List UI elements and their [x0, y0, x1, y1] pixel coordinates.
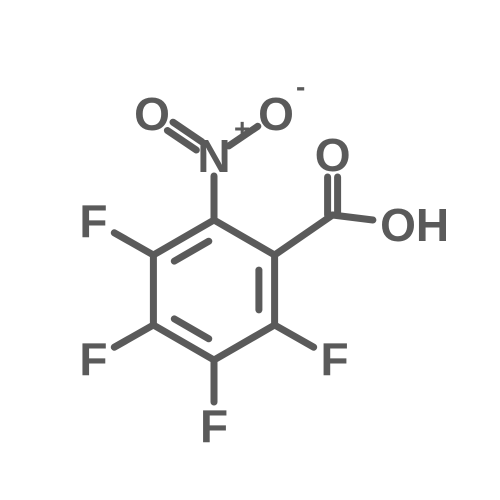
- ring-bond-1: [153, 220, 214, 255]
- bond-F-top-left: [114, 233, 153, 255]
- nitro-O-double: O: [134, 88, 170, 140]
- ring-bond-3: [153, 325, 214, 360]
- ring-double-3: [174, 319, 209, 339]
- cooh-oh-bond: [333, 215, 373, 220]
- ring-double-1: [174, 241, 209, 261]
- label-F-bottom: F: [200, 400, 228, 452]
- ring-bond-0: [214, 220, 275, 255]
- bond-to-cooh: [275, 215, 333, 255]
- cooh-OH-label: OH: [380, 199, 449, 251]
- cooh-O-double: O: [315, 129, 351, 181]
- nitro-minus: -: [296, 71, 305, 102]
- nitro-N-label: N: [197, 130, 230, 182]
- label-F-left: F: [79, 333, 107, 385]
- bond-F-left: [114, 325, 153, 347]
- label-F-right: F: [321, 333, 349, 385]
- bond-F-right: [275, 325, 314, 347]
- ring-bond-4: [214, 325, 275, 360]
- nitro-O-minus: O: [258, 88, 294, 140]
- label-F-top-left: F: [79, 195, 107, 247]
